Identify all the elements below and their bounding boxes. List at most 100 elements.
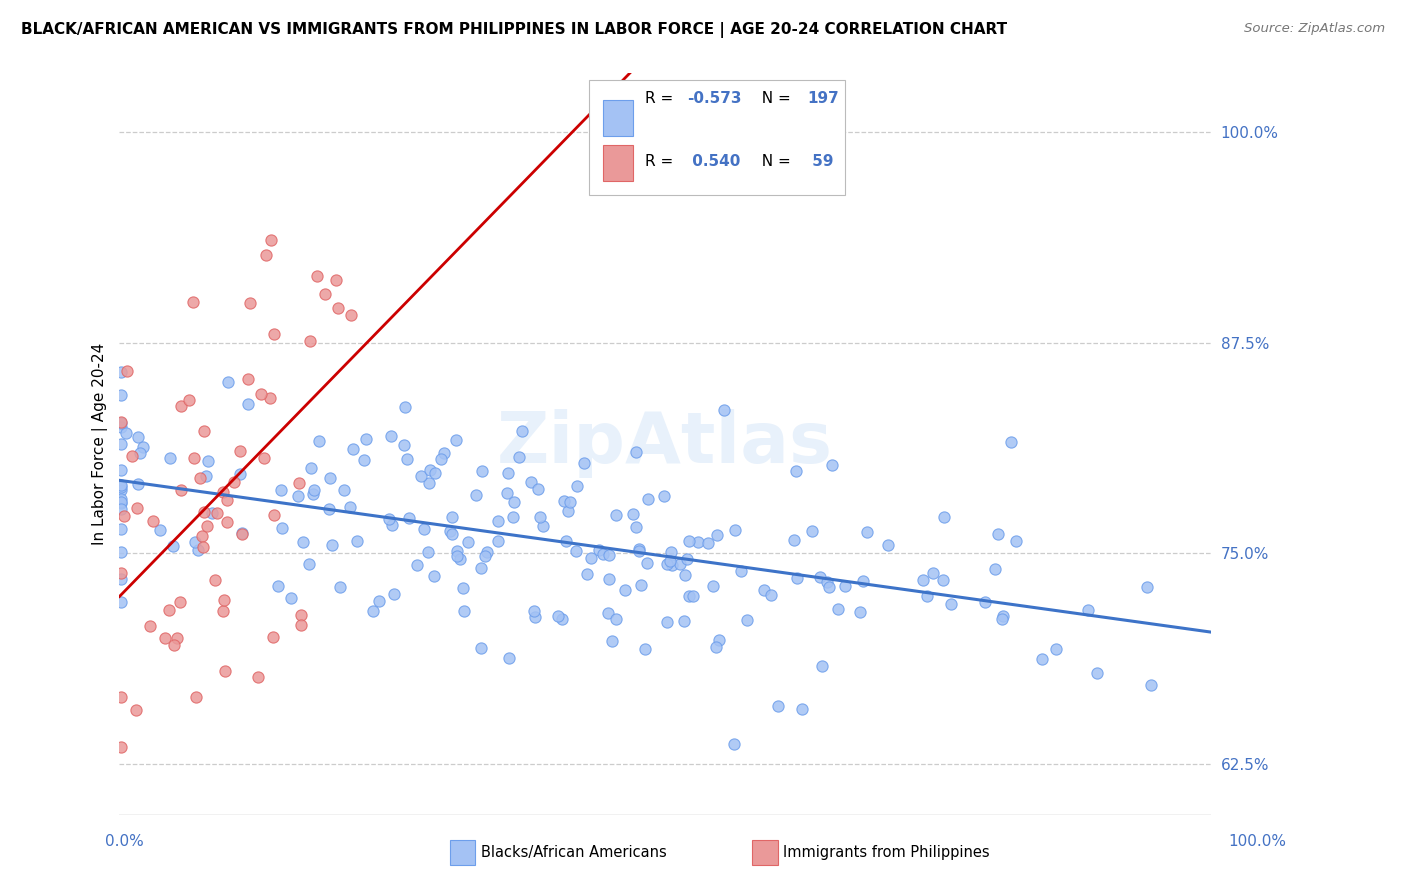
Text: N =: N = <box>752 154 796 169</box>
Point <box>181 295 204 310</box>
Point <box>183 450 205 465</box>
Point <box>191 529 214 543</box>
Point <box>634 641 657 656</box>
Point <box>941 597 963 611</box>
Point <box>169 594 191 608</box>
Text: Source: ZipAtlas.com: Source: ZipAtlas.com <box>1244 22 1385 36</box>
Point <box>110 494 132 508</box>
Point <box>110 437 132 451</box>
Point <box>558 495 581 509</box>
Point <box>121 450 143 464</box>
Point <box>266 579 288 593</box>
Point <box>856 524 879 539</box>
Point <box>527 483 550 497</box>
Point <box>477 545 499 559</box>
Point <box>110 463 132 477</box>
Point <box>470 641 492 656</box>
Point <box>299 461 322 475</box>
Point <box>624 520 647 534</box>
Point <box>613 582 636 597</box>
Text: Immigrants from Philippines: Immigrants from Philippines <box>783 846 990 860</box>
Point <box>412 522 434 536</box>
Point <box>263 508 285 523</box>
Text: 197: 197 <box>807 92 839 106</box>
Point <box>1000 435 1022 450</box>
Point <box>470 561 492 575</box>
Point <box>661 558 683 573</box>
Point <box>706 528 728 542</box>
Point <box>932 573 955 587</box>
Point <box>260 233 283 247</box>
Point <box>669 557 692 571</box>
Point <box>598 549 620 563</box>
Point <box>110 478 132 492</box>
Point <box>446 549 468 563</box>
Point <box>395 452 418 467</box>
Point <box>110 594 132 608</box>
Point <box>139 618 162 632</box>
Point <box>211 484 233 499</box>
Point <box>236 372 259 386</box>
Point <box>422 568 444 582</box>
Point <box>252 450 274 465</box>
Point <box>114 426 136 441</box>
Text: BLACK/AFRICAN AMERICAN VS IMMIGRANTS FROM PHILIPPINES IN LABOR FORCE | AGE 20-24: BLACK/AFRICAN AMERICAN VS IMMIGRANTS FRO… <box>21 22 1007 38</box>
Point <box>170 483 193 497</box>
Point <box>110 415 132 429</box>
Point <box>659 544 682 558</box>
Y-axis label: In Labor Force | Age 20-24: In Labor Force | Age 20-24 <box>93 343 108 545</box>
Text: -0.573: -0.573 <box>688 92 741 106</box>
Point <box>697 536 720 550</box>
Point <box>628 544 651 558</box>
Point <box>110 480 132 494</box>
Point <box>353 452 375 467</box>
Point <box>319 471 342 485</box>
Point <box>572 456 595 470</box>
FancyBboxPatch shape <box>589 80 845 195</box>
Point <box>470 464 492 478</box>
Point <box>184 690 207 704</box>
Point <box>280 591 302 605</box>
Point <box>193 540 215 554</box>
Point <box>110 483 132 497</box>
Point <box>678 589 700 603</box>
Point <box>834 579 856 593</box>
Point <box>827 602 849 616</box>
Point <box>934 510 956 524</box>
Point <box>194 469 217 483</box>
Point <box>786 571 808 585</box>
Point <box>682 590 704 604</box>
Point <box>658 553 681 567</box>
Point <box>288 476 311 491</box>
Point <box>215 515 238 529</box>
Point <box>271 521 294 535</box>
Point <box>912 573 935 587</box>
Point <box>752 582 775 597</box>
Point <box>110 572 132 586</box>
Point <box>529 509 551 524</box>
Point <box>110 566 132 580</box>
Point <box>193 505 215 519</box>
Point <box>441 526 464 541</box>
Point <box>333 483 356 498</box>
Point <box>1005 534 1028 549</box>
Point <box>922 566 945 580</box>
Point <box>231 526 253 541</box>
Point <box>287 489 309 503</box>
Point <box>110 739 132 754</box>
FancyBboxPatch shape <box>603 145 634 180</box>
Point <box>637 491 659 506</box>
Text: R =: R = <box>645 154 679 169</box>
Point <box>451 582 474 596</box>
Point <box>730 564 752 578</box>
Point <box>444 434 467 448</box>
Point <box>498 466 520 480</box>
Point <box>229 467 252 481</box>
Point <box>263 327 285 342</box>
Point <box>214 592 236 607</box>
Point <box>724 523 747 537</box>
Point <box>254 248 277 262</box>
Point <box>112 508 135 523</box>
Text: R =: R = <box>645 92 679 106</box>
Point <box>382 586 405 600</box>
